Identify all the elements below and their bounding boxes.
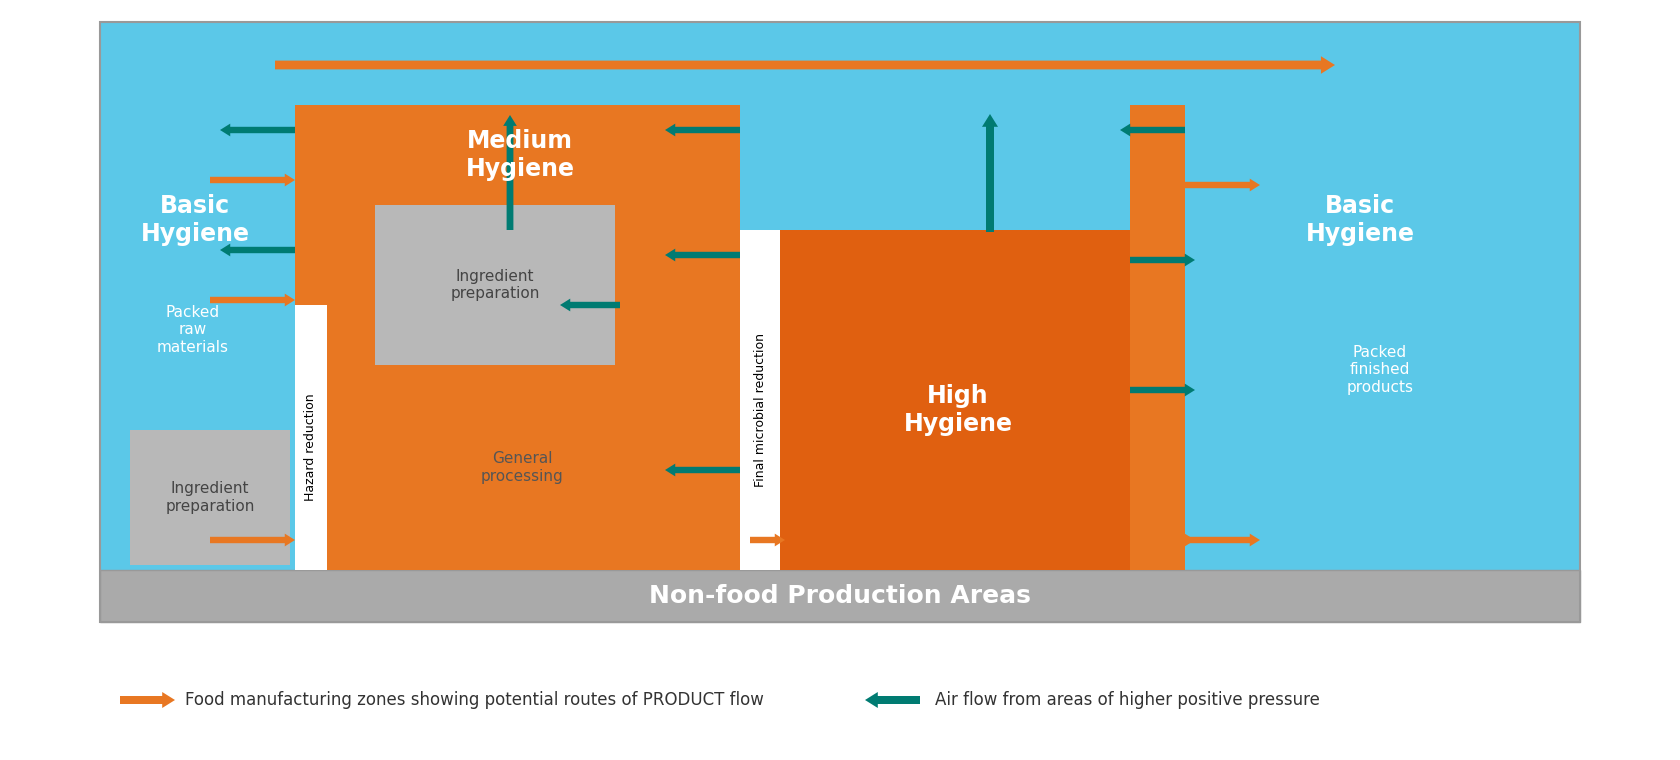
FancyArrow shape xyxy=(665,249,739,261)
FancyArrow shape xyxy=(210,293,296,306)
Bar xyxy=(129,430,291,565)
FancyArrow shape xyxy=(276,56,1336,74)
FancyArrow shape xyxy=(660,179,739,192)
Text: Air flow from areas of higher positive pressure: Air flow from areas of higher positive p… xyxy=(936,691,1320,709)
FancyArrow shape xyxy=(504,115,517,230)
Bar xyxy=(780,230,1131,570)
Text: Ingredient
preparation: Ingredient preparation xyxy=(450,269,539,301)
FancyArrow shape xyxy=(1131,534,1194,546)
Bar xyxy=(101,22,1579,622)
FancyArrow shape xyxy=(210,173,296,186)
Text: Packed
finished
products: Packed finished products xyxy=(1346,345,1413,395)
FancyArrow shape xyxy=(660,534,739,546)
Text: Hazard reduction: Hazard reduction xyxy=(304,394,318,502)
Bar xyxy=(375,205,615,365)
FancyArrow shape xyxy=(665,464,739,477)
FancyArrow shape xyxy=(119,692,175,708)
Bar xyxy=(101,22,1579,622)
Bar xyxy=(739,230,780,570)
FancyArrow shape xyxy=(220,124,296,136)
Text: Medium
Hygiene: Medium Hygiene xyxy=(465,129,575,181)
FancyArrow shape xyxy=(210,534,296,546)
FancyArrow shape xyxy=(660,303,739,316)
Bar xyxy=(101,570,1579,622)
FancyArrow shape xyxy=(1131,384,1194,397)
FancyArrow shape xyxy=(1184,179,1260,192)
Text: Basic
Hygiene: Basic Hygiene xyxy=(141,194,250,246)
FancyArrow shape xyxy=(1131,254,1194,267)
Text: High
Hygiene: High Hygiene xyxy=(904,384,1013,436)
Bar xyxy=(1131,105,1184,570)
FancyArrow shape xyxy=(1184,534,1260,546)
FancyArrow shape xyxy=(983,114,998,232)
Text: Non-food Production Areas: Non-food Production Areas xyxy=(648,584,1032,608)
FancyArrow shape xyxy=(865,692,921,708)
Text: Packed
raw
materials: Packed raw materials xyxy=(156,305,228,355)
FancyArrow shape xyxy=(749,534,785,546)
Text: Final microbial reduction: Final microbial reduction xyxy=(754,333,766,487)
Text: Basic
Hygiene: Basic Hygiene xyxy=(1305,194,1415,246)
FancyArrow shape xyxy=(559,299,620,312)
Text: Food manufacturing zones showing potential routes of PRODUCT flow: Food manufacturing zones showing potenti… xyxy=(185,691,764,709)
Text: Ingredient
preparation: Ingredient preparation xyxy=(165,481,255,514)
Bar xyxy=(296,305,328,570)
FancyArrow shape xyxy=(665,124,739,136)
Bar xyxy=(296,105,739,570)
FancyArrow shape xyxy=(1121,124,1184,136)
FancyArrow shape xyxy=(220,244,296,256)
Text: General
processing: General processing xyxy=(480,451,564,483)
